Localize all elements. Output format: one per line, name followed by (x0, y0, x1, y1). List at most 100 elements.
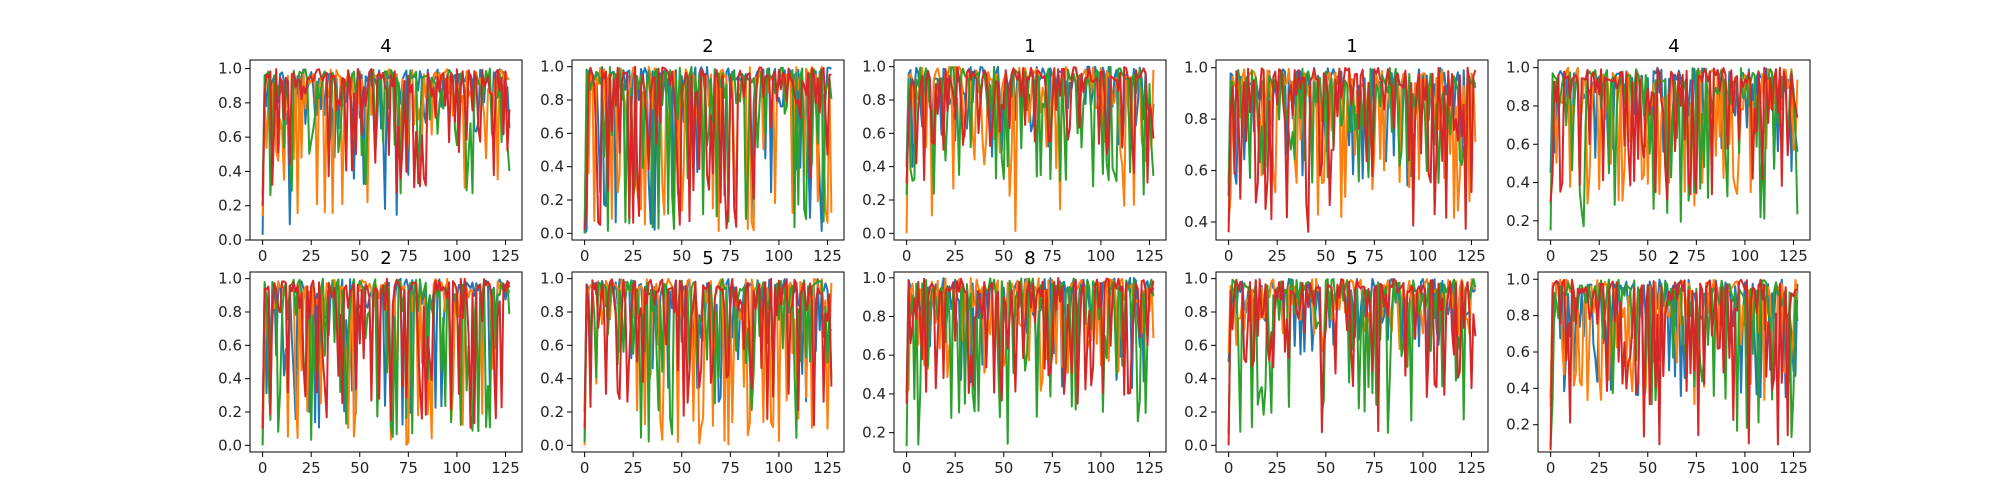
x-tick-label: 25 (1590, 459, 1609, 477)
x-tick-label: 75 (1687, 247, 1706, 265)
y-tick-label: 0.8 (1184, 110, 1208, 128)
y-tick-label: 1.0 (218, 270, 242, 288)
y-tick-label: 1.0 (862, 269, 886, 287)
panel-4: 0 25 50 75 100 125 0.4 0.6 0.8 1.0 1 (1184, 36, 1489, 265)
series-line-4 (1549, 278, 1798, 451)
x-tick-label: 50 (672, 247, 691, 265)
y-tick-label: 1.0 (1184, 59, 1208, 77)
x-tick-label: 125 (491, 459, 520, 477)
x-tick-label: 25 (1268, 247, 1287, 265)
plot-frame (571, 271, 845, 453)
series-group (905, 65, 1155, 234)
x-tick-label: 75 (399, 247, 418, 265)
y-tick-label: 0.6 (218, 128, 242, 146)
y-tick-label: 1.0 (862, 58, 886, 76)
panel-8: 0 25 50 75 100 125 0.2 0.4 0.6 0.8 1.0 8 (862, 248, 1167, 477)
y-tick-label: 1.0 (540, 270, 564, 288)
x-tick-label: 100 (443, 459, 472, 477)
y-tick-label: 0.2 (862, 424, 886, 442)
y-tick-label: 0.4 (218, 370, 242, 388)
y-tick-label: 1.0 (1506, 59, 1530, 77)
x-tick-label: 100 (1409, 459, 1438, 477)
series-line-2 (583, 65, 833, 234)
series-line-2 (905, 65, 1155, 234)
x-tick-label: 50 (994, 459, 1013, 477)
x-tick-label: 0 (902, 459, 912, 477)
y-tick-label: 0.2 (1184, 403, 1208, 421)
panel-title: 4 (380, 36, 391, 57)
panel-title: 1 (1346, 36, 1357, 57)
x-tick-label: 100 (1409, 247, 1438, 265)
panel-title: 8 (1024, 248, 1035, 269)
y-tick-label: 0.6 (862, 346, 886, 364)
series-group (1549, 66, 1799, 231)
x-tick-label: 25 (1590, 247, 1609, 265)
panel-title: 1 (1024, 36, 1035, 57)
x-tick-label: 0 (1224, 247, 1234, 265)
y-tick-label: 1.0 (218, 60, 242, 78)
panel-9: 0 25 50 75 100 125 0.0 0.2 0.4 0.6 0.8 1.0 5 (1184, 248, 1489, 477)
x-tick-label: 0 (580, 459, 590, 477)
y-tick-label: 1.0 (1506, 270, 1530, 288)
x-tick-label: 50 (994, 247, 1013, 265)
x-tick-label: 0 (902, 247, 912, 265)
y-tick-label: 0.8 (862, 91, 886, 109)
y-tick-label: 0.8 (1506, 97, 1530, 115)
x-tick-label: 125 (491, 247, 520, 265)
series-line-2 (1227, 277, 1477, 354)
plot-frame (1215, 271, 1489, 453)
y-tick-label: 0.6 (1184, 162, 1208, 180)
x-tick-label: 0 (1224, 459, 1234, 477)
series-group (583, 277, 833, 446)
panel-title: 5 (702, 248, 713, 269)
y-tick-label: 0.8 (1506, 307, 1530, 325)
panel-6: 0 25 50 75 100 125 0.0 0.2 0.4 0.6 0.8 1.0 2 (218, 248, 523, 477)
x-tick-label: 100 (1731, 247, 1760, 265)
x-tick-label: 100 (1087, 459, 1116, 477)
x-tick-label: 25 (302, 247, 321, 265)
y-tick-label: 0.0 (540, 436, 564, 454)
y-tick-label: 0.8 (862, 308, 886, 326)
x-tick-label: 100 (765, 247, 794, 265)
panel-1: 0 25 50 75 100 125 0.0 0.2 0.4 0.6 0.8 1.0 4 (218, 36, 523, 265)
y-tick-label: 0.4 (1506, 174, 1530, 192)
series-group (1227, 66, 1477, 233)
x-tick-label: 75 (399, 459, 418, 477)
y-tick-label: 0.6 (1506, 343, 1530, 361)
series-line-4 (583, 277, 833, 429)
y-tick-label: 0.8 (218, 303, 242, 321)
x-tick-label: 125 (1779, 459, 1808, 477)
plot-frame (893, 59, 1167, 241)
y-tick-label: 0.6 (862, 124, 886, 142)
x-tick-label: 125 (1457, 247, 1486, 265)
x-tick-label: 125 (813, 247, 842, 265)
series-group (583, 65, 833, 234)
series-group (1227, 277, 1477, 446)
y-tick-label: 0.6 (218, 336, 242, 354)
x-tick-label: 0 (1546, 247, 1556, 265)
plot-frame (1537, 59, 1811, 241)
panel-5: 0 25 50 75 100 125 0.2 0.4 0.6 0.8 1.0 4 (1506, 36, 1811, 265)
x-tick-label: 25 (302, 459, 321, 477)
x-tick-label: 125 (1135, 459, 1164, 477)
x-tick-label: 125 (1779, 247, 1808, 265)
x-tick-label: 75 (1043, 247, 1062, 265)
plot-frame (249, 271, 523, 453)
y-tick-label: 0.4 (540, 158, 564, 176)
series-group (261, 277, 511, 446)
y-tick-label: 0.2 (540, 403, 564, 421)
x-tick-label: 50 (350, 247, 369, 265)
y-tick-label: 0.2 (862, 191, 886, 209)
panel-title: 2 (1668, 248, 1679, 269)
y-tick-label: 0.8 (540, 91, 564, 109)
x-tick-label: 50 (672, 459, 691, 477)
x-tick-label: 75 (721, 459, 740, 477)
y-tick-label: 0.8 (218, 94, 242, 112)
y-tick-label: 0.0 (218, 231, 242, 249)
x-tick-label: 75 (1043, 459, 1062, 477)
y-tick-label: 0.4 (218, 162, 242, 180)
plot-frame (1215, 59, 1489, 241)
y-tick-label: 0.6 (540, 124, 564, 142)
x-tick-label: 50 (1638, 459, 1657, 477)
y-tick-label: 0.8 (1184, 303, 1208, 321)
